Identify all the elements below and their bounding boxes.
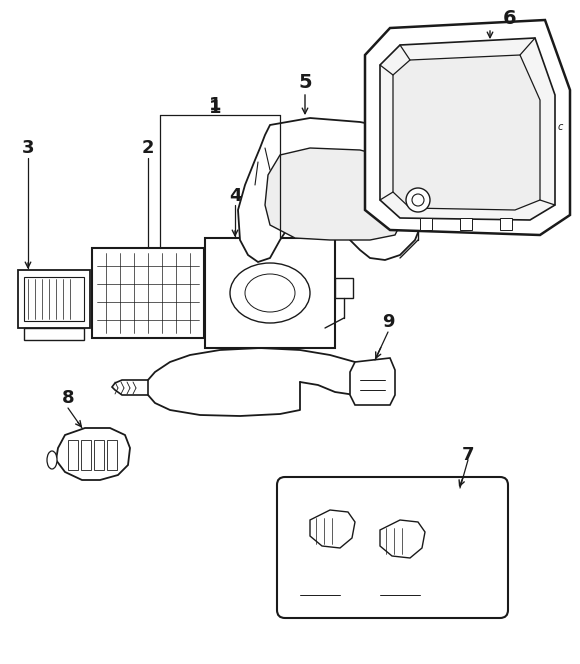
Polygon shape bbox=[94, 440, 104, 470]
Polygon shape bbox=[420, 218, 432, 230]
Polygon shape bbox=[56, 428, 130, 480]
Text: 1: 1 bbox=[209, 96, 221, 114]
Polygon shape bbox=[24, 328, 84, 340]
Polygon shape bbox=[380, 38, 555, 220]
Polygon shape bbox=[112, 380, 148, 395]
Polygon shape bbox=[18, 270, 90, 328]
Polygon shape bbox=[68, 440, 78, 470]
Text: 3: 3 bbox=[22, 139, 34, 157]
Polygon shape bbox=[460, 218, 472, 230]
Polygon shape bbox=[24, 277, 84, 321]
Text: 7: 7 bbox=[462, 446, 474, 464]
Text: 9: 9 bbox=[382, 313, 394, 331]
Polygon shape bbox=[365, 20, 570, 235]
Polygon shape bbox=[335, 278, 353, 298]
Text: 4: 4 bbox=[229, 187, 241, 205]
Polygon shape bbox=[350, 358, 395, 405]
Ellipse shape bbox=[245, 274, 295, 312]
Text: 5: 5 bbox=[298, 72, 312, 92]
Polygon shape bbox=[238, 118, 428, 262]
Ellipse shape bbox=[47, 451, 57, 469]
Polygon shape bbox=[500, 218, 512, 230]
Text: 2: 2 bbox=[142, 139, 154, 157]
Text: 8: 8 bbox=[61, 389, 74, 407]
Polygon shape bbox=[81, 440, 91, 470]
Circle shape bbox=[406, 188, 430, 212]
Text: c: c bbox=[558, 122, 563, 132]
Polygon shape bbox=[380, 520, 425, 558]
FancyBboxPatch shape bbox=[277, 477, 508, 618]
Text: 1: 1 bbox=[209, 99, 221, 117]
Polygon shape bbox=[265, 148, 405, 240]
Polygon shape bbox=[310, 510, 355, 548]
Polygon shape bbox=[92, 248, 204, 338]
Polygon shape bbox=[393, 55, 540, 210]
Polygon shape bbox=[107, 440, 117, 470]
Polygon shape bbox=[205, 238, 335, 348]
Ellipse shape bbox=[230, 263, 310, 323]
Circle shape bbox=[412, 194, 424, 206]
Text: 6: 6 bbox=[503, 9, 517, 27]
